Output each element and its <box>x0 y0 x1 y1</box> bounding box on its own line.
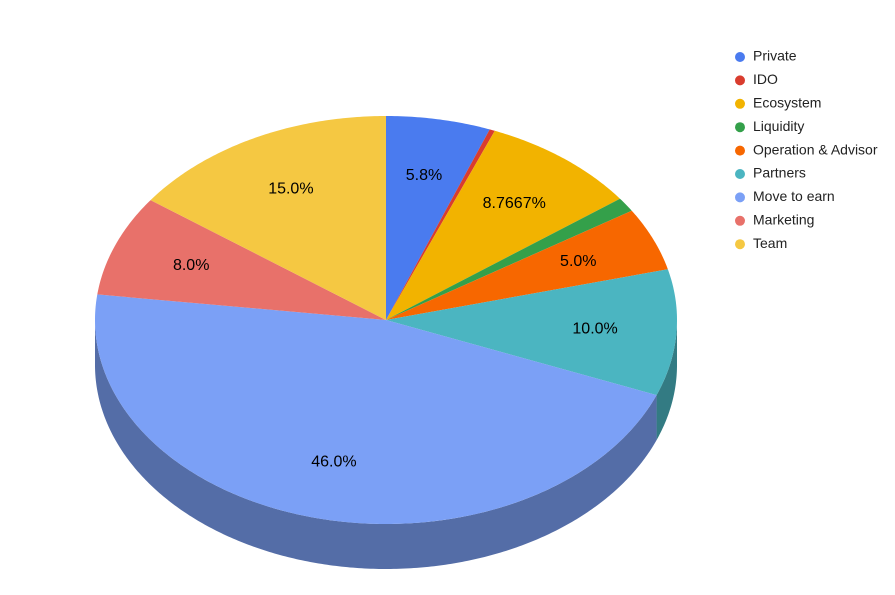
slice <box>95 294 657 524</box>
legend-label: Team <box>753 235 787 251</box>
legend-label: Move to earn <box>753 188 835 204</box>
slice <box>386 129 495 320</box>
slice <box>386 210 668 320</box>
slice-label: 5.8% <box>406 167 442 184</box>
slice <box>386 116 490 320</box>
legend-swatch <box>735 122 745 133</box>
legend-swatch <box>735 145 745 156</box>
pie-sides <box>95 320 677 569</box>
slice <box>97 200 387 320</box>
slice-label: 5.0% <box>560 253 596 270</box>
slice-label: 8.7667% <box>483 195 546 212</box>
slice <box>150 116 386 320</box>
legend-swatch <box>735 169 745 179</box>
legend-label: Liquidity <box>753 118 804 134</box>
legend-swatch <box>735 192 745 203</box>
legend-swatch <box>735 239 745 250</box>
slice <box>386 198 632 320</box>
legend-swatch <box>735 75 745 86</box>
legend-swatch <box>735 52 745 62</box>
legend-label: Private <box>753 48 797 64</box>
slice-side <box>95 320 657 569</box>
legend-swatch <box>735 98 745 109</box>
slice-label: 15.0% <box>268 180 313 197</box>
slice <box>386 269 677 396</box>
pie-tops <box>95 116 677 524</box>
legend-swatch <box>735 215 745 226</box>
legend-label: Partners <box>753 165 806 181</box>
legend-label: IDO <box>753 71 778 87</box>
slice-label: 10.0% <box>572 320 617 337</box>
legend-label: Ecosystem <box>753 95 821 111</box>
slice-side <box>656 320 677 441</box>
slice-label: 46.0% <box>311 453 356 470</box>
legend-label: Marketing <box>753 212 814 228</box>
slice-label: 8.0% <box>173 257 209 274</box>
slice <box>386 130 620 320</box>
legend-label: Operation & Advisor <box>753 141 878 157</box>
